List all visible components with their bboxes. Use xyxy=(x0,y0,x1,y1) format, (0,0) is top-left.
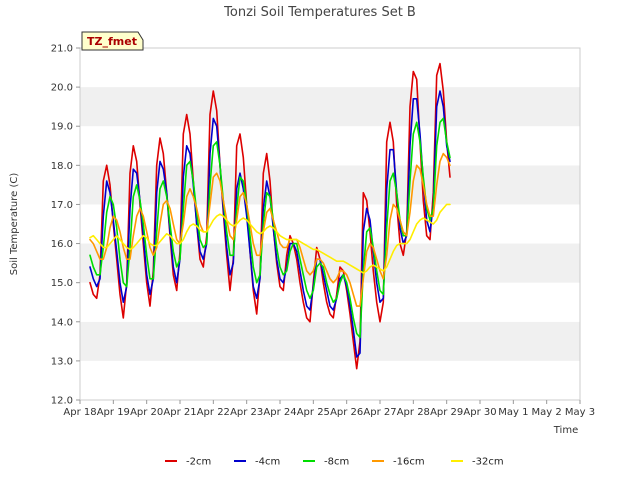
grid-band xyxy=(80,321,580,361)
y-axis-title: Soil Temperature (C) xyxy=(9,173,20,276)
x-tick-label: Apr 24 xyxy=(263,407,296,418)
x-tick-label: Apr 25 xyxy=(297,407,330,418)
badge-label: TZ_fmet xyxy=(87,35,137,48)
x-tick-label: May 2 xyxy=(532,407,562,418)
series-line-minus-32cm xyxy=(89,203,451,274)
y-tick-label: 13.0 xyxy=(51,356,73,367)
legend-label: -4cm xyxy=(255,457,280,468)
grid-band xyxy=(80,87,580,127)
legend-label: -16cm xyxy=(393,457,425,468)
x-tick-label: May 1 xyxy=(498,407,528,418)
x-tick-label: Apr 30 xyxy=(463,407,496,418)
series-line-minus-16cm xyxy=(89,152,451,307)
x-tick-label: Apr 21 xyxy=(163,407,196,418)
legend-label: -8cm xyxy=(324,457,349,468)
series-line-minus-2cm xyxy=(89,62,451,370)
x-tick-label: May 3 xyxy=(565,407,595,418)
y-tick-label: 17.0 xyxy=(51,200,73,211)
x-tick-label: Apr 18 xyxy=(63,407,96,418)
grid-bands xyxy=(80,48,580,400)
x-tick-label: Apr 22 xyxy=(197,407,230,418)
station-badge: TZ_fmet xyxy=(81,31,144,51)
x-axis: Apr 18 Apr 19 Apr 20 Apr 21 Apr 22 Apr 23 Apr … xyxy=(63,400,595,418)
y-axis: 12.0 13.0 14.0 15.0 16.0 17.0 18.0 19.0 20.0 21.0 xyxy=(51,44,80,407)
legend-label: -32cm xyxy=(472,457,504,468)
plot-frame xyxy=(79,47,581,401)
x-tick-label: Apr 20 xyxy=(130,407,163,418)
y-tick-label: 18.0 xyxy=(51,161,73,172)
grid-band xyxy=(80,282,580,322)
chart-title: Tonzi Soil Temperatures Set B xyxy=(223,5,416,20)
y-tick-label: 15.0 xyxy=(51,278,73,289)
series-lines xyxy=(89,62,451,370)
x-tick-label: Apr 26 xyxy=(330,407,363,418)
y-tick-label: 19.0 xyxy=(51,122,73,133)
grid-band xyxy=(80,126,580,166)
x-tick-label: Apr 28 xyxy=(397,407,430,418)
x-tick-label: Apr 29 xyxy=(430,407,463,418)
series-line-minus-8cm xyxy=(89,117,451,339)
grid-band xyxy=(80,360,580,400)
y-tick-label: 14.0 xyxy=(51,317,73,328)
y-tick-label: 20.0 xyxy=(51,83,73,94)
x-axis-title: Time xyxy=(553,425,578,436)
y-tick-label: 12.0 xyxy=(51,396,73,407)
legend-label: -2cm xyxy=(186,457,211,468)
x-tick-label: Apr 19 xyxy=(97,407,130,418)
y-tick-label: 21.0 xyxy=(51,44,73,55)
y-tick-label: 16.0 xyxy=(51,239,73,250)
x-tick-label: Apr 27 xyxy=(363,407,396,418)
badge-box xyxy=(81,31,144,51)
grid-band xyxy=(80,243,580,283)
x-tick-label: Apr 23 xyxy=(230,407,263,418)
grid-band xyxy=(80,48,580,88)
legend: -2cm -4cm -8cm -16cm -32cm xyxy=(165,457,504,468)
